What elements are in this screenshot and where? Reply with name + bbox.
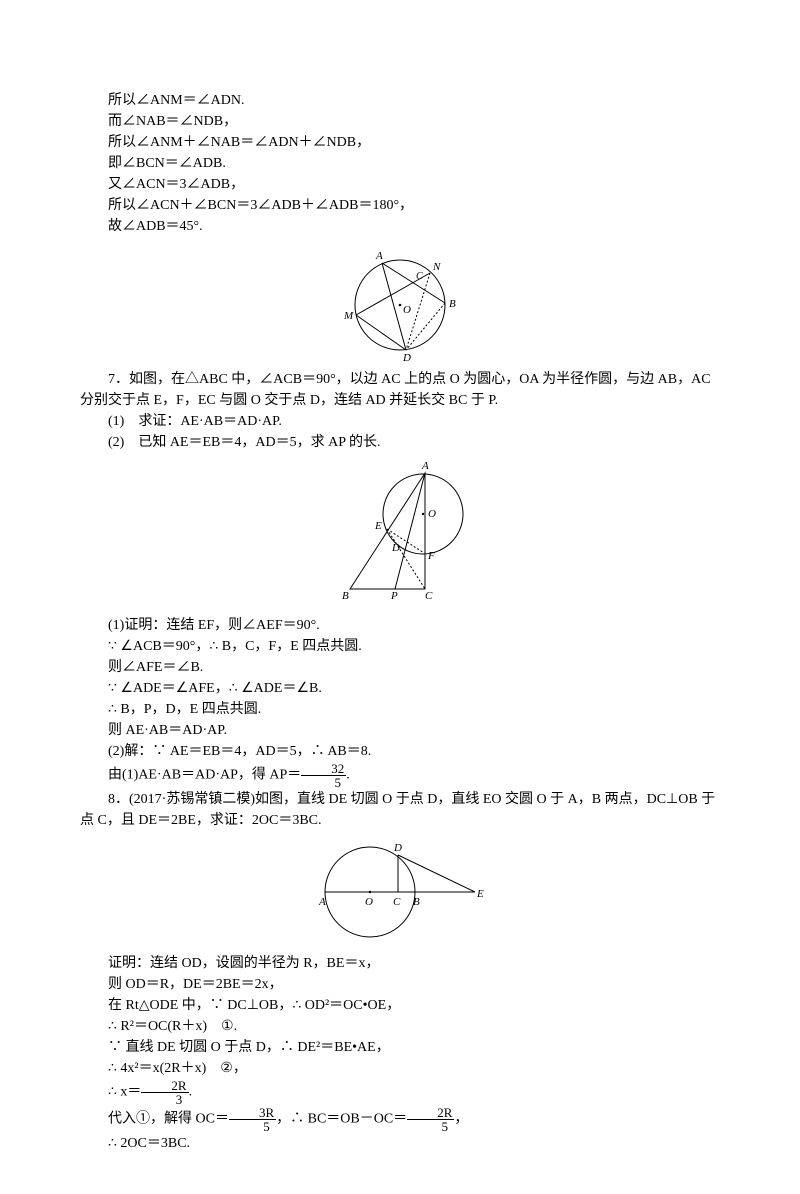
svg-text:C: C	[416, 271, 423, 282]
svg-text:B: B	[342, 590, 349, 602]
svg-text:O: O	[428, 508, 436, 520]
sol8-line: 证明：连结 OD，设圆的半径为 R，BE＝x，	[80, 953, 720, 974]
frac-num: 3R	[229, 1106, 276, 1120]
frac-num: 2R	[407, 1106, 454, 1120]
text-line: 所以∠ANM＋∠NAB＝∠ADN＋∠NDB，	[80, 132, 720, 153]
svg-text:D: D	[393, 842, 402, 854]
frac-den: 5	[301, 776, 346, 789]
fraction: 3R5	[229, 1106, 276, 1133]
sol7-line: ∴ B，P，D，E 四点共圆.	[80, 699, 720, 720]
text: 代入①，解得 OC＝	[108, 1112, 229, 1127]
svg-text:N: N	[432, 261, 441, 273]
svg-text:B: B	[449, 298, 456, 310]
frac-den: 5	[229, 1120, 276, 1133]
text-line: 所以∠ACN＋∠BCN＝3∠ADB＋∠ADB＝180°，	[80, 195, 720, 216]
frac-den: 5	[407, 1120, 454, 1133]
sol8-line: 代入①，解得 OC＝3R5，∴ BC＝OB－OC＝2R5，	[80, 1106, 720, 1133]
frac-num: 32	[301, 762, 346, 776]
sol7-line: 由(1)AE·AB＝AD·AP，得 AP＝325.	[80, 762, 720, 789]
frac-den: 3	[141, 1093, 188, 1106]
svg-text:O: O	[403, 304, 411, 316]
text-line: 而∠NAB＝∠NDB，	[80, 111, 720, 132]
diagram-1: O A N B C M D	[330, 243, 470, 363]
sol8-line: ∴ 4x²＝x(2R＋x) ②，	[80, 1058, 720, 1079]
fraction: 325	[301, 762, 346, 789]
text-line: 又∠ACN＝3∠ADB，	[80, 174, 720, 195]
text: 由(1)AE·AB＝AD·AP，得 AP＝	[108, 768, 301, 783]
svg-text:A: A	[375, 250, 383, 262]
page: 所以∠ANM＝∠ADN. 而∠NAB＝∠NDB， 所以∠ANM＋∠NAB＝∠AD…	[0, 0, 800, 1194]
text-line: 故∠ADB＝45°.	[80, 216, 720, 237]
fraction: 2R5	[407, 1106, 454, 1133]
text: .	[189, 1085, 193, 1100]
problem-7-q2: (2) 已知 AE＝EB＝4，AD＝5，求 AP 的长.	[80, 432, 720, 453]
svg-text:F: F	[427, 550, 435, 562]
problem-8: 8．(2017·苏锡常镇二模)如图，直线 DE 切圆 O 于点 D，直线 EO …	[80, 789, 720, 831]
svg-text:C: C	[425, 590, 433, 602]
svg-text:E: E	[476, 888, 484, 900]
svg-text:C: C	[393, 896, 401, 908]
fraction: 2R3	[141, 1079, 188, 1106]
sol8-line: 在 Rt△ODE 中，∵ DC⊥OB，∴ OD²＝OC•OE，	[80, 995, 720, 1016]
sol7-line: (1)证明：连结 EF，则∠AEF＝90°.	[80, 615, 720, 636]
text: ，	[454, 1112, 468, 1127]
svg-text:M: M	[343, 310, 354, 322]
text: .	[346, 768, 350, 783]
svg-text:B: B	[413, 896, 420, 908]
text-line: 所以∠ANM＝∠ADN.	[80, 90, 720, 111]
svg-text:D: D	[391, 542, 400, 554]
text: ∴ x＝	[108, 1085, 141, 1100]
sol8-line: ∴ R²＝OC(R＋x) ①.	[80, 1016, 720, 1037]
diagram-2: A O E D F B P C	[325, 459, 475, 609]
svg-text:O: O	[365, 896, 373, 908]
svg-text:D: D	[402, 352, 411, 363]
sol8-line: ∴ x＝2R3.	[80, 1079, 720, 1106]
sol7-line: ∵ ∠ACB＝90°，∴ B，C，F，E 四点共圆.	[80, 636, 720, 657]
sol8-line: 则 OD＝R，DE＝2BE＝2x，	[80, 974, 720, 995]
svg-text:E: E	[374, 520, 382, 532]
svg-text:P: P	[390, 590, 398, 602]
sol7-line: 则 AE·AB＝AD·AP.	[80, 720, 720, 741]
text: ，∴ BC＝OB－OC＝	[276, 1112, 407, 1127]
sol7-line: 则∠AFE＝∠B.	[80, 657, 720, 678]
problem-7: 7．如图，在△ABC 中，∠ACB＝90°，以边 AC 上的点 O 为圆心，OA…	[80, 369, 720, 411]
sol8-line: ∵ 直线 DE 切圆 O 于点 D，∴ DE²＝BE•AE，	[80, 1037, 720, 1058]
text-line: 即∠BCN＝∠ADB.	[80, 153, 720, 174]
problem-7-q1: (1) 求证：AE·AB＝AD·AP.	[80, 411, 720, 432]
sol7-line: ∵ ∠ADE＝∠AFE，∴ ∠ADE＝∠B.	[80, 678, 720, 699]
diagram-3: A O C B D E	[305, 837, 495, 947]
sol8-line: ∴ 2OC＝3BC.	[80, 1133, 720, 1154]
svg-text:A: A	[318, 896, 326, 908]
sol7-line: (2)解：∵ AE＝EB＝4，AD＝5，∴ AB＝8.	[80, 741, 720, 762]
svg-text:A: A	[421, 460, 429, 472]
frac-num: 2R	[141, 1079, 188, 1093]
